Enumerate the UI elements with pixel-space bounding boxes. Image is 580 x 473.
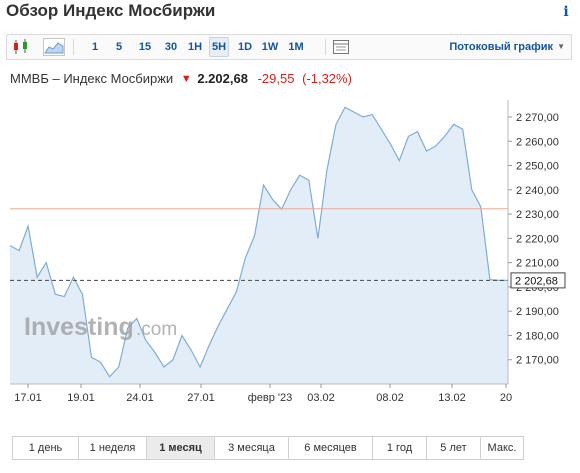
investing-logo-suffix: .com bbox=[136, 319, 177, 340]
price-change: -29,55 bbox=[257, 71, 295, 87]
timeframe-button[interactable]: 1 bbox=[91, 41, 99, 53]
x-tick-label: февр '23 bbox=[248, 392, 293, 404]
x-tick-label: 03.02 bbox=[307, 392, 335, 404]
period-button[interactable]: 1 день bbox=[13, 437, 79, 459]
price-chart[interactable]: 2 270,00 2 260,00 2 250,00 2 240,00 2 230,00… bbox=[6, 94, 576, 410]
period-button[interactable]: Макс. bbox=[487, 442, 517, 454]
timeframe-button[interactable]: 1H bbox=[187, 41, 203, 53]
timeframe-button[interactable]: 1W bbox=[261, 41, 279, 53]
info-icon[interactable]: i bbox=[563, 4, 569, 20]
period-button[interactable]: 6 месяцев bbox=[289, 437, 373, 459]
page-title: Обзор Индекс Мосбиржи bbox=[6, 1, 216, 20]
period-button[interactable]: 5 лет bbox=[427, 437, 481, 459]
period-button[interactable]: 1 неделя bbox=[79, 437, 147, 459]
timeframe-button[interactable]: 5H bbox=[209, 37, 229, 57]
timeframe-button[interactable]: 30 bbox=[164, 41, 178, 53]
toolbar-separator bbox=[73, 39, 74, 55]
y-tick-label: 2 220,00 bbox=[516, 233, 559, 245]
price-line bbox=[9, 106, 508, 378]
period-button[interactable]: 3 месяца bbox=[215, 437, 289, 459]
timeframe-button[interactable]: 1M bbox=[288, 41, 304, 53]
period-button[interactable]: 1 месяц bbox=[147, 437, 215, 459]
x-tick-label: 20 bbox=[500, 392, 512, 404]
y-tick-label: 2 190,00 bbox=[516, 306, 559, 318]
investing-logo-watermark: Investing bbox=[24, 313, 134, 341]
x-tick-label: 19.01 bbox=[67, 392, 95, 404]
last-price-label: 2 202,68 bbox=[515, 275, 558, 287]
streaming-chart-link[interactable]: Потоковый график bbox=[449, 41, 553, 53]
price-change-percent: (-1,32%) bbox=[302, 71, 352, 87]
period-button[interactable]: 1 год bbox=[373, 437, 427, 459]
timeframe-button[interactable]: 15 bbox=[138, 41, 152, 53]
timeframe-button[interactable]: 5 bbox=[115, 41, 123, 53]
title-bar: Обзор Индекс Мосбиржи i bbox=[0, 0, 580, 28]
last-price: 2.202,68 bbox=[197, 71, 248, 87]
chart-toolbar: 1 5 15 30 1H 5H 1D 1W 1M Потоковый график ▼ bbox=[6, 34, 572, 60]
x-tick-label: 08.02 bbox=[376, 392, 404, 404]
y-tick-label: 2 170,00 bbox=[516, 355, 559, 367]
timeframe-button[interactable]: 1D bbox=[237, 41, 253, 53]
last-price-badge bbox=[510, 272, 566, 289]
y-tick-label: 2 240,00 bbox=[516, 185, 559, 197]
y-tick-label: 2 270,00 bbox=[516, 112, 559, 124]
x-tick-label: 24.01 bbox=[126, 392, 154, 404]
area-chart-icon[interactable] bbox=[43, 38, 65, 56]
chevron-down-icon[interactable]: ▼ bbox=[557, 42, 565, 51]
toolbar-separator bbox=[325, 39, 326, 55]
table-icon[interactable] bbox=[331, 38, 351, 56]
down-arrow-icon: ▼ bbox=[180, 72, 192, 85]
y-tick-label: 2 230,00 bbox=[516, 209, 559, 221]
y-tick-label: 2 250,00 bbox=[516, 161, 559, 173]
chart-svg[interactable]: 2 270,00 2 260,00 2 250,00 2 240,00 2 230,00… bbox=[6, 94, 576, 410]
y-tick-label: 2 260,00 bbox=[516, 136, 559, 148]
period-selector: 1 день 1 неделя 1 месяц 3 месяца 6 месяцев 1 … bbox=[12, 436, 524, 460]
instrument-name: ММВБ – Индекс Мосбиржи bbox=[10, 71, 174, 87]
candlestick-icon[interactable] bbox=[11, 38, 31, 56]
x-tick-label: 17.01 bbox=[14, 392, 42, 404]
x-tick-label: 27.01 bbox=[187, 392, 215, 404]
y-tick-label: 2 210,00 bbox=[516, 258, 559, 270]
price-area bbox=[10, 107, 508, 385]
x-tick-label: 13.02 bbox=[438, 392, 466, 404]
y-tick-label: 2 180,00 bbox=[516, 330, 559, 342]
quote-row: ММВБ – Индекс Мосбиржи ▼ 2.202,68 -29,55… bbox=[10, 70, 352, 88]
